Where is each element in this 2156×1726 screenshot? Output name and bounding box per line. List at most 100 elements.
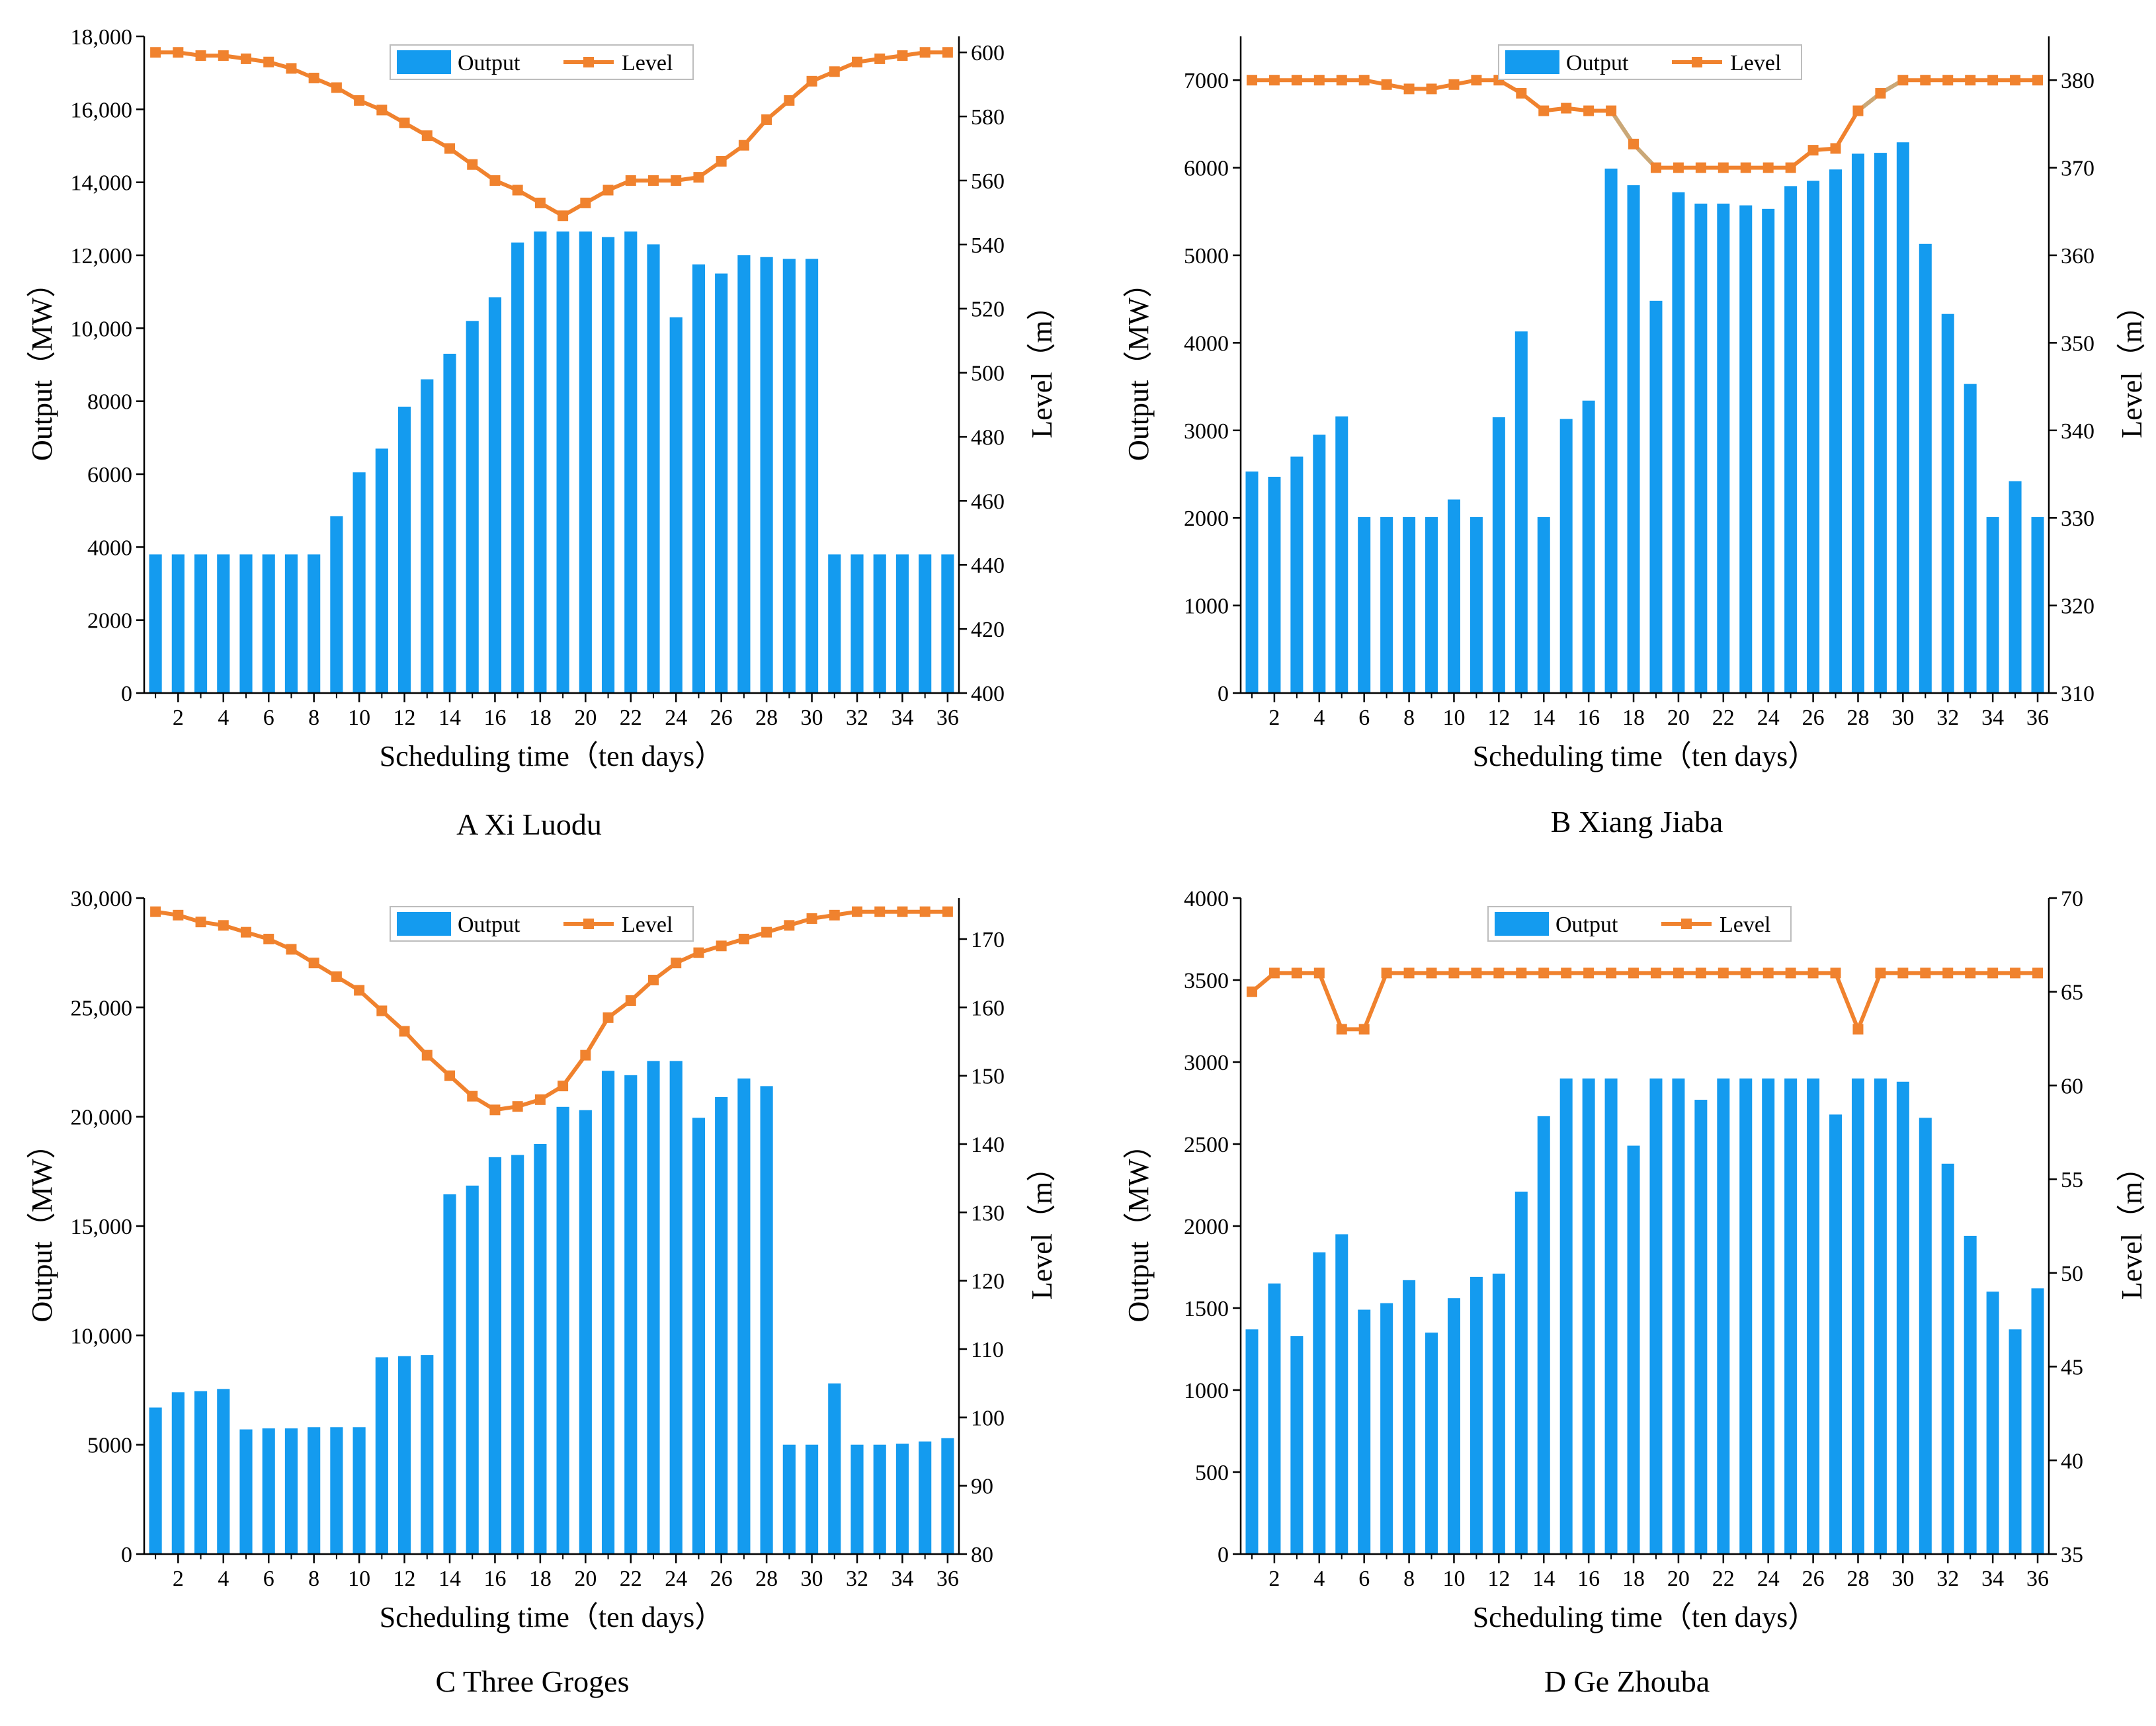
legend: Output Level (390, 906, 694, 942)
left-axis-title: Output（MW） (26, 268, 58, 461)
output-bar (1807, 1078, 1820, 1554)
level-marker (829, 66, 840, 77)
level-marker (1673, 967, 1684, 979)
level-marker (286, 944, 297, 955)
output-bar (171, 1392, 185, 1554)
level-marker (399, 1026, 410, 1037)
output-bar (1964, 384, 1977, 693)
level-marker (1516, 967, 1527, 979)
output-bar (1290, 456, 1304, 693)
right-tick-label: 580 (971, 105, 1005, 130)
left-tick-label: 0 (1218, 1543, 1229, 1567)
output-bar (397, 406, 411, 693)
level-marker (308, 72, 319, 83)
x-tick-label: 34 (1981, 706, 2004, 730)
level-marker (1358, 75, 1370, 86)
level-marker (1538, 105, 1550, 116)
x-tick-label: 32 (1936, 1567, 1959, 1591)
level-marker (671, 175, 682, 186)
level-marker (625, 175, 636, 186)
output-bar (1784, 186, 1798, 693)
legend-level-label: Level (622, 51, 673, 75)
level-marker (241, 926, 251, 938)
output-bars (149, 1061, 954, 1554)
output-bar (1851, 153, 1864, 693)
level-marker (852, 906, 862, 917)
left-tick-label: 16,000 (71, 98, 133, 122)
x-tick-label: 36 (936, 706, 959, 730)
output-bar (1582, 400, 1595, 693)
level-marker (1987, 75, 1999, 86)
level-marker (761, 926, 772, 938)
chart-caption: B Xiang Jiaba (1551, 805, 1723, 839)
chart-caption: A Xi Luodu (456, 807, 602, 841)
left-tick-label: 2000 (1184, 1215, 1229, 1239)
output-bar (1649, 1078, 1663, 1554)
output-bar (534, 231, 547, 693)
level-marker (1650, 162, 1661, 173)
left-axis-title: Output（MW） (1122, 268, 1155, 461)
x-tick-label: 2 (173, 706, 184, 730)
level-marker (919, 47, 931, 58)
output-bar (579, 231, 592, 693)
left-tick-label: 15,000 (71, 1215, 133, 1239)
left-tick-label: 10,000 (71, 317, 133, 341)
left-tick-label: 30,000 (71, 887, 133, 911)
x-tick-label: 14 (438, 1567, 461, 1591)
left-tick-label: 18,000 (71, 25, 133, 50)
right-tick-label: 50 (2061, 1262, 2083, 1286)
x-tick-label: 36 (936, 1567, 959, 1591)
level-marker (1695, 162, 1706, 173)
legend: Output Level (1487, 906, 1792, 942)
output-bar (715, 273, 728, 693)
output-bar (397, 1356, 411, 1554)
level-marker (784, 95, 795, 106)
left-tick-label: 6000 (1184, 157, 1229, 181)
output-bar (873, 1444, 886, 1554)
level-marker (173, 47, 184, 58)
legend: Output Level (1498, 44, 1802, 80)
level-marker (173, 909, 184, 921)
output-bar (421, 1355, 434, 1554)
right-tick-label: 45 (2061, 1356, 2083, 1380)
output-bar (1986, 516, 1999, 693)
level-marker (580, 197, 591, 208)
level-marker (942, 906, 953, 917)
level-marker (1628, 967, 1639, 979)
output-bar (443, 353, 456, 693)
output-bar (1739, 1078, 1753, 1554)
x-tick-label: 6 (1358, 1567, 1370, 1591)
output-bar (919, 1441, 932, 1554)
output-bar (919, 554, 932, 693)
output-bar (1425, 1333, 1438, 1554)
output-bar (1896, 142, 1909, 694)
right-tick-label: 500 (971, 362, 1005, 386)
chart-panel-b: 0 1000 2000 3000 4000 5000 6000 7000 310 320 330 34… (1122, 36, 2148, 839)
x-tick-label: 22 (620, 1567, 642, 1591)
right-tick-label: 150 (971, 1065, 1005, 1089)
output-bar (1470, 516, 1483, 693)
level-marker (829, 909, 840, 921)
output-bar (421, 379, 434, 693)
level-marker (1606, 105, 1617, 116)
level-marker (1448, 79, 1460, 90)
left-tick-label: 5000 (1184, 244, 1229, 268)
right-tick-label: 65 (2061, 981, 2083, 1005)
level-marker (1381, 79, 1392, 90)
left-tick-label: 2500 (1184, 1133, 1229, 1157)
output-bar (284, 554, 298, 693)
level-marker (467, 1090, 478, 1102)
output-bar (782, 259, 796, 693)
output-bar (895, 554, 909, 693)
level-marker (1785, 162, 1796, 173)
output-bar (1559, 419, 1573, 693)
output-bar (1762, 208, 1775, 693)
output-bar (828, 1383, 841, 1554)
output-bar (1380, 1303, 1393, 1554)
level-marker (150, 47, 161, 58)
level-marker (1695, 967, 1706, 979)
level-marker (1246, 75, 1257, 86)
level-line (1251, 971, 2038, 1032)
left-tick-label: 10,000 (71, 1324, 133, 1348)
output-bar (1268, 476, 1281, 693)
